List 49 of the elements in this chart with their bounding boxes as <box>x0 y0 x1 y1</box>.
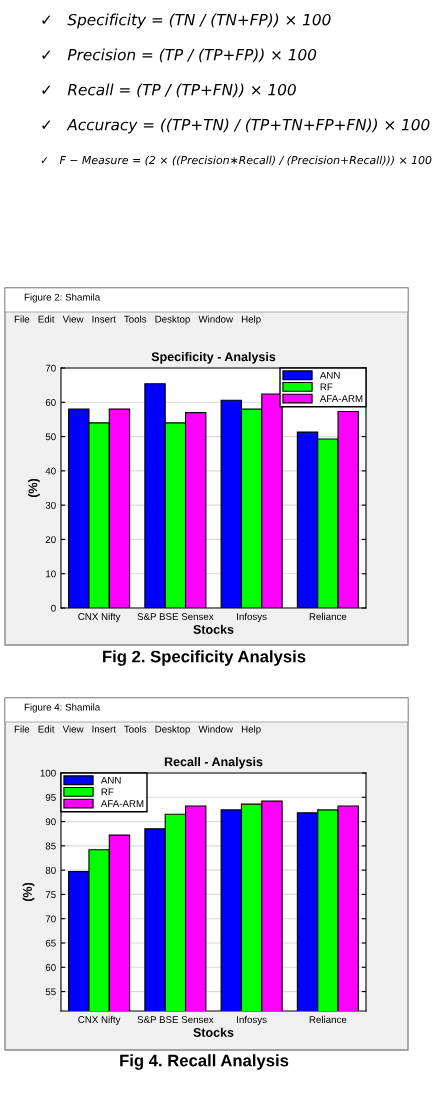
caption: Figure 4: Shamila <box>24 703 101 713</box>
y-tick-label: 75 <box>45 891 56 899</box>
x-tick-label: Infosys <box>237 612 267 622</box>
y-tick-label: 70 <box>45 364 56 372</box>
y-tick-label: 85 <box>45 842 56 850</box>
x-tick-label: S&P BSE Sensex <box>137 613 214 620</box>
y-tick-label: 0 <box>51 604 56 612</box>
y-axis-title: (%) <box>22 882 35 902</box>
y-tick-label: 95 <box>45 794 56 801</box>
text: ✓ Precision = (TP / (TP+FP)) × 100 <box>42 48 317 63</box>
caption: Figure 2: Shamila <box>24 293 101 303</box>
y-tick-label: 55 <box>45 988 56 996</box>
text: ✓ Accuracy = ((TP+TN) / (TP+TN+FP+FN)) × 100 <box>42 118 430 134</box>
x-tick-label: Reliance <box>309 612 347 620</box>
caption: Fig 2. Specificity Analysis <box>103 650 306 666</box>
y-tick-label: 65 <box>45 939 56 947</box>
text: File Edit View Insert Tools Desktop Window Help <box>14 315 261 325</box>
y-tick-label: 10 <box>46 570 56 578</box>
text: ✓ Recall = (TP / (TP+FN)) × 100 <box>42 83 296 98</box>
x-tick-label: CNX Nifty <box>78 1015 121 1025</box>
legend-label: AFA-ARM <box>100 800 144 807</box>
y-tick-label: 90 <box>45 818 56 826</box>
y-tick-label: 30 <box>45 501 56 509</box>
x-tick-label: Infosys <box>237 1015 267 1025</box>
y-tick-label: 60 <box>45 964 56 971</box>
x-axis-title: Stocks <box>193 1027 234 1037</box>
legend-label: RF <box>101 788 114 796</box>
y-tick-label: 80 <box>45 866 56 874</box>
legend-label: ANN <box>100 776 121 784</box>
y-tick-label: 50 <box>45 433 56 441</box>
x-tick-label: S&P BSE Sensex <box>137 1016 214 1023</box>
text: ✓ F − Measure = (2 × ((Precision∗Recall) / (Precision+Recall))) × 100 <box>41 155 432 166</box>
legend-label: ANN <box>319 371 340 379</box>
y-tick-label: 40 <box>45 467 56 475</box>
text: ✓ Specificity = (TN / (TN+FP)) × 100 <box>42 13 331 29</box>
y-tick-label: 70 <box>45 915 56 923</box>
legend-label: RF <box>320 383 333 391</box>
legend-label: AFA-ARM <box>319 395 363 402</box>
y-tick-label: 100 <box>40 769 56 777</box>
text: File Edit View Insert Tools Desktop Window Help <box>14 725 261 735</box>
y-tick-label: 20 <box>45 536 56 544</box>
caption: Fig 4. Recall Analysis <box>120 1054 289 1070</box>
x-axis-title: Stocks <box>193 624 234 634</box>
chart-title: Specificity - Analysis <box>151 352 276 364</box>
x-tick-label: CNX Nifty <box>78 612 121 622</box>
y-tick-label: 60 <box>45 399 56 406</box>
chart-title: Recall - Analysis <box>164 757 263 769</box>
x-tick-label: Reliance <box>309 1015 347 1023</box>
y-axis-title: (%) <box>28 478 40 498</box>
